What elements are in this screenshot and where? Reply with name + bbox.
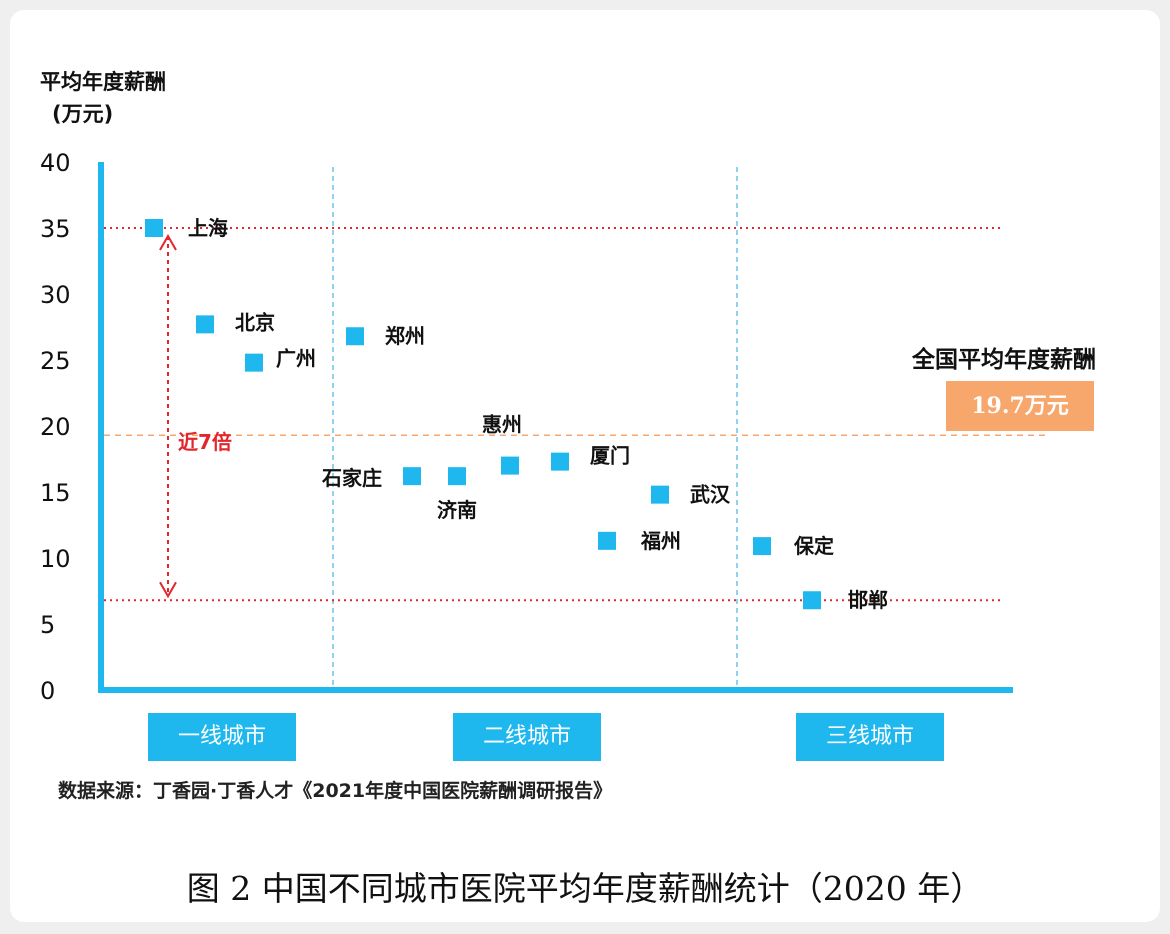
city-point-marker [196,315,214,334]
ratio-arrow-head-down [159,581,177,599]
tier-label-3: 三线城市 [796,713,944,761]
y-tick-label: 10 [40,545,71,573]
y-tick-label: 0 [40,677,55,705]
city-point-marker [598,531,616,550]
city-point-marker [448,467,466,486]
y-tick-label: 30 [40,281,71,309]
y-axis-label-unit: (万元) [52,102,114,126]
city-point-marker [245,353,263,372]
ratio-annotation: 近7倍 [178,430,232,454]
city-point-label: 济南 [437,498,477,522]
city-point-label: 惠州 [482,413,522,437]
national-average-title: 全国平均年度薪酬 [912,347,1096,373]
tier-label-2: 二线城市 [453,713,601,761]
ratio-arrow-head-up [159,233,177,251]
chart-card [10,10,1160,922]
city-point-marker [346,327,364,346]
y-tick-label: 25 [40,347,71,375]
y-tick-label: 15 [40,479,71,507]
tier-label-1: 一线城市 [148,713,296,761]
city-point-marker [651,485,669,504]
city-point-label: 上海 [188,216,228,240]
city-point-marker [501,456,519,475]
y-axis-label-line1: 平均年度薪酬 [40,70,166,94]
city-point-label: 厦门 [590,444,630,468]
y-axis-label: 平均年度薪酬 (万元) [40,66,166,130]
city-point-marker [551,452,569,471]
city-point-label: 北京 [235,310,275,334]
city-point-marker [403,467,421,486]
national-average-badge: 19.7万元 [946,381,1094,431]
city-point-label: 广州 [276,347,316,371]
city-point-label: 石家庄 [321,466,382,490]
city-point-label: 福州 [640,529,681,553]
y-tick-label: 5 [40,611,55,639]
y-tick-label: 35 [40,215,71,243]
city-point-label: 邯郸 [848,588,888,612]
city-point-marker [753,537,771,556]
city-point-label: 武汉 [690,483,731,507]
data-source-note: 数据来源：丁香园·丁香人才《2021年度中国医院薪酬调研报告》 [58,780,613,802]
city-point-label: 保定 [793,534,834,558]
city-point-marker [803,591,821,610]
y-tick-label: 20 [40,413,71,441]
city-point-marker [145,219,163,237]
y-tick-label: 40 [40,149,71,177]
figure-caption: 图 2 中国不同城市医院平均年度薪酬统计（2020 年） [186,869,984,908]
city-point-label: 郑州 [385,324,425,348]
